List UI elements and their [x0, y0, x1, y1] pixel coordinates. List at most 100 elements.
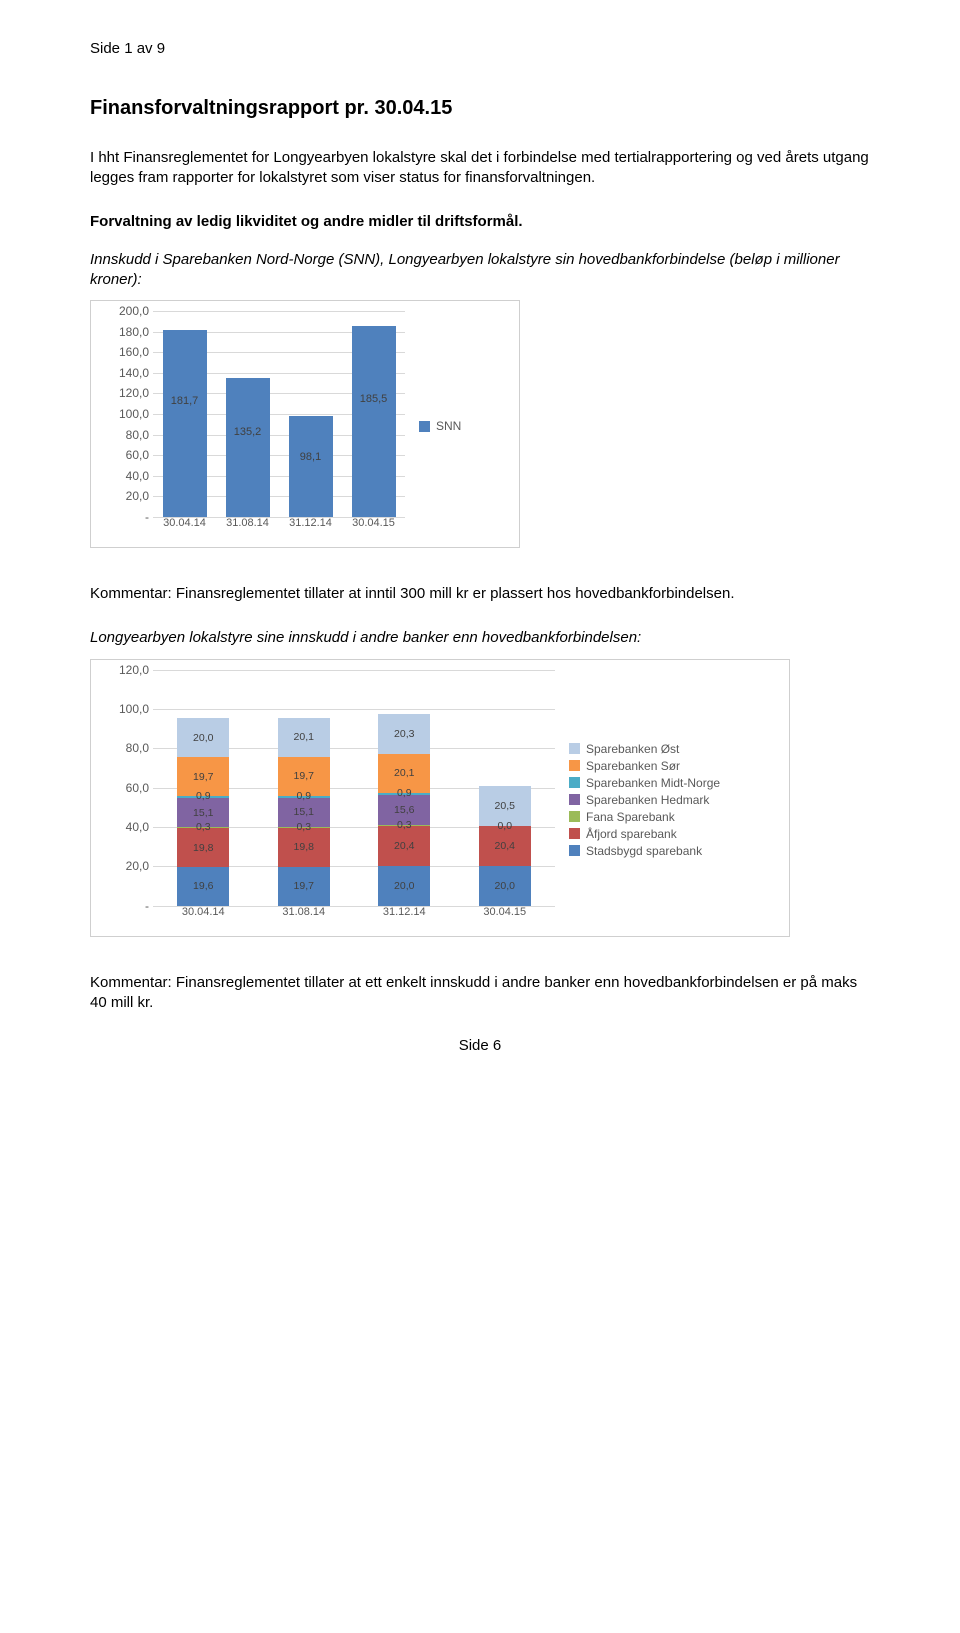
chart-other-plot: -20,040,060,080,0100,0120,019,619,80,315… [105, 670, 555, 930]
legend-item: Åfjord sparebank [569, 827, 720, 841]
y-tick: 40,0 [105, 820, 149, 834]
segment-label: 19,6 [193, 880, 213, 892]
legend-label: Åfjord sparebank [586, 827, 677, 841]
legend-item: Sparebanken Midt-Norge [569, 776, 720, 790]
stack-segment: 19,6 [177, 867, 229, 906]
y-tick: - [105, 899, 149, 913]
chart1-comment: Kommentar: Finansreglementet tillater at… [90, 584, 870, 604]
segment-label: 15,1 [294, 806, 314, 818]
legend-swatch [419, 421, 430, 432]
legend-swatch [569, 811, 580, 822]
segment-label: 20,3 [394, 728, 414, 740]
stack-segment: 20,0 [177, 718, 229, 757]
legend-swatch [569, 777, 580, 788]
stacked-bar: 20,020,40,315,60,920,120,3 [369, 714, 439, 906]
segment-label: 20,0 [495, 880, 515, 892]
x-tick: 31.12.14 [286, 517, 336, 541]
segment-label: 20,4 [394, 840, 414, 852]
bar-value-label: 98,1 [281, 451, 341, 463]
y-tick: 200,0 [105, 304, 149, 318]
legend-label: SNN [436, 419, 461, 433]
legend-label: Sparebanken Sør [586, 759, 680, 773]
x-tick: 31.12.14 [369, 906, 439, 930]
stack-segment: 0,9 [177, 796, 229, 798]
y-tick: 160,0 [105, 345, 149, 359]
bar: 181,7 [160, 330, 210, 517]
stack-segment: 0,3 [378, 825, 430, 826]
y-tick: - [105, 510, 149, 524]
legend-label: Sparebanken Hedmark [586, 793, 709, 807]
segment-label: 0,9 [196, 790, 211, 802]
segment-label: 19,7 [294, 770, 314, 782]
stack-segment: 0,9 [378, 793, 430, 795]
y-tick: 60,0 [105, 781, 149, 795]
legend-label: Stadsbygd sparebank [586, 844, 702, 858]
segment-label: 20,0 [193, 732, 213, 744]
y-tick: 100,0 [105, 407, 149, 421]
segment-label: 19,8 [193, 842, 213, 854]
x-tick: 31.08.14 [223, 517, 273, 541]
legend-swatch [569, 828, 580, 839]
stack-segment: 20,1 [278, 718, 330, 758]
segment-label: 19,8 [294, 841, 314, 853]
chart1-caption: Innskudd i Sparebanken Nord-Norge (SNN),… [90, 250, 870, 291]
stack-segment: 0,3 [278, 827, 330, 828]
segment-label: 19,7 [294, 880, 314, 892]
bar-value-label: 181,7 [155, 395, 215, 407]
segment-label: 20,5 [495, 800, 515, 812]
legend-item: Sparebanken Hedmark [569, 793, 720, 807]
x-tick: 30.04.15 [470, 906, 540, 930]
chart-other-banks: -20,040,060,080,0100,0120,019,619,80,315… [90, 659, 790, 937]
x-tick: 30.04.14 [168, 906, 238, 930]
x-tick: 31.08.14 [269, 906, 339, 930]
stack-segment: 19,7 [278, 867, 330, 906]
stack-segment: 20,4 [479, 826, 531, 866]
document-page: Side 1 av 9 Finansforvaltningsrapport pr… [0, 0, 960, 1084]
segment-label: 0,0 [497, 820, 512, 832]
legend-swatch [569, 845, 580, 856]
intro-paragraph: I hht Finansreglementet for Longyearbyen… [90, 148, 870, 189]
y-tick: 100,0 [105, 702, 149, 716]
stack-segment: 19,8 [278, 828, 330, 867]
legend-item: Sparebanken Sør [569, 759, 720, 773]
y-tick: 140,0 [105, 366, 149, 380]
segment-label: 20,1 [294, 731, 314, 743]
header-text: Side 1 av 9 [90, 40, 165, 57]
y-tick: 120,0 [105, 663, 149, 677]
segment-label: 0,9 [296, 790, 311, 802]
x-tick: 30.04.14 [160, 517, 210, 541]
legend-swatch [569, 743, 580, 754]
page-footer: Side 6 [90, 1037, 870, 1054]
chart-snn-plot: -20,040,060,080,0100,0120,0140,0160,0180… [105, 311, 405, 541]
legend-item: Fana Sparebank [569, 810, 720, 824]
chart-other-legend: Sparebanken Øst Sparebanken Sør Sparebanke… [569, 739, 720, 861]
legend-item: Stadsbygd sparebank [569, 844, 720, 858]
y-tick: 120,0 [105, 386, 149, 400]
bar: 185,5 [349, 326, 399, 517]
legend-swatch [569, 794, 580, 805]
segment-label: 15,6 [394, 804, 414, 816]
bar-value-label: 185,5 [344, 393, 404, 405]
section-heading: Forvaltning av ledig likviditet og andre… [90, 213, 870, 230]
y-tick: 180,0 [105, 325, 149, 339]
y-tick: 20,0 [105, 489, 149, 503]
chart-snn: -20,040,060,080,0100,0120,0140,0160,0180… [90, 300, 520, 548]
segment-label: 20,4 [495, 840, 515, 852]
stack-segment: 20,0 [378, 866, 430, 905]
legend-label: Fana Sparebank [586, 810, 675, 824]
stack-segment: 20,4 [378, 826, 430, 866]
legend-label: Sparebanken Øst [586, 742, 679, 756]
legend-item: Sparebanken Øst [569, 742, 720, 756]
page-header: Side 1 av 9 [90, 40, 870, 57]
y-tick: 20,0 [105, 859, 149, 873]
chart-snn-legend: SNN [419, 416, 461, 436]
segment-label: 0,3 [196, 821, 211, 833]
y-tick: 60,0 [105, 448, 149, 462]
segment-label: 15,1 [193, 807, 213, 819]
legend-swatch [569, 760, 580, 771]
segment-label: 19,7 [193, 771, 213, 783]
chart2-comment: Kommentar: Finansreglementet tillater at… [90, 973, 870, 1014]
stacked-bar: 19,6 19,8 0,3 15,1 0,9 19,7 20,0 [168, 718, 238, 906]
segment-label: 0,9 [397, 787, 412, 799]
stack-segment: 20,3 [378, 714, 430, 754]
